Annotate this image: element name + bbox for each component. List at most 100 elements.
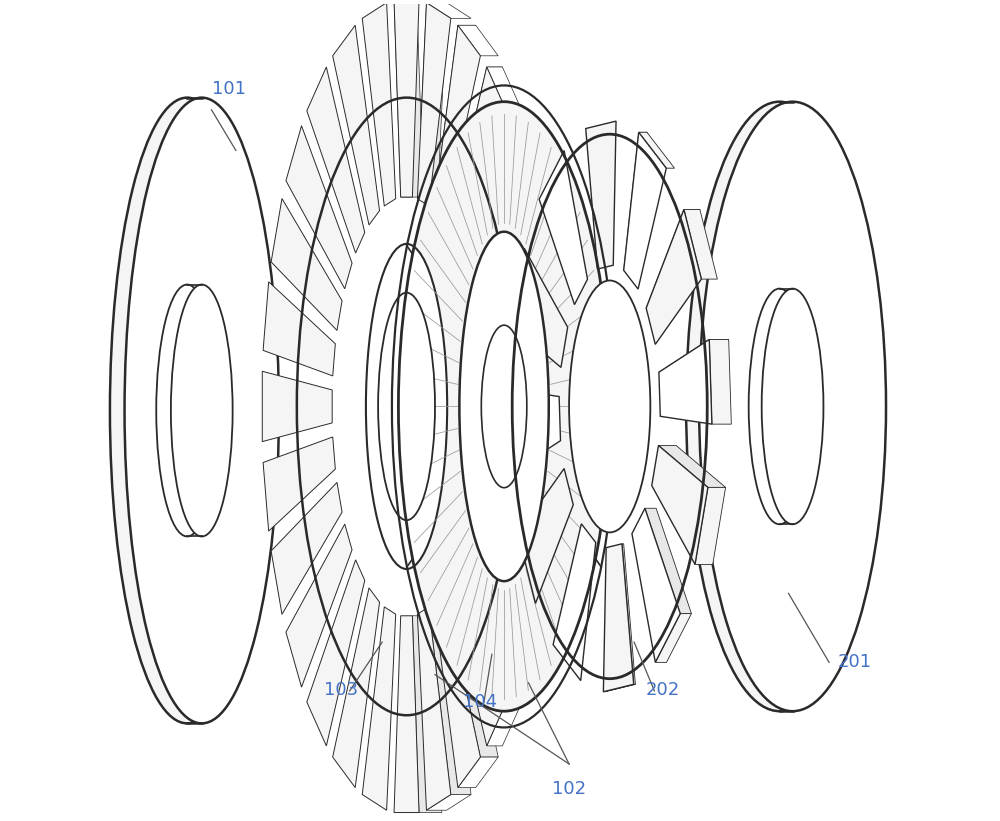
Ellipse shape (749, 289, 810, 525)
Polygon shape (646, 209, 700, 308)
Ellipse shape (110, 98, 264, 723)
Polygon shape (586, 122, 616, 269)
Polygon shape (286, 126, 352, 289)
Polygon shape (603, 685, 635, 692)
Polygon shape (481, 371, 551, 442)
Ellipse shape (762, 289, 823, 525)
Ellipse shape (378, 292, 435, 521)
Polygon shape (457, 560, 522, 702)
Polygon shape (398, 102, 610, 711)
Polygon shape (478, 282, 550, 376)
Ellipse shape (699, 102, 886, 711)
Polygon shape (417, 607, 451, 810)
Polygon shape (362, 607, 396, 810)
Polygon shape (531, 199, 554, 262)
Text: 103: 103 (324, 681, 359, 699)
Polygon shape (622, 544, 635, 685)
Polygon shape (512, 632, 541, 687)
Ellipse shape (125, 98, 279, 723)
Polygon shape (394, 0, 419, 197)
Polygon shape (652, 446, 708, 564)
Polygon shape (639, 132, 675, 168)
Polygon shape (624, 132, 647, 270)
Polygon shape (434, 588, 480, 787)
Polygon shape (508, 388, 561, 474)
Polygon shape (444, 588, 498, 757)
Polygon shape (487, 702, 522, 746)
Polygon shape (544, 462, 562, 531)
Polygon shape (426, 2, 471, 18)
Polygon shape (481, 371, 562, 390)
Polygon shape (307, 67, 365, 253)
Polygon shape (518, 469, 573, 603)
Polygon shape (471, 483, 542, 614)
Polygon shape (471, 199, 544, 300)
Polygon shape (624, 132, 666, 289)
Polygon shape (471, 199, 542, 330)
Polygon shape (659, 339, 712, 424)
Polygon shape (362, 2, 396, 206)
Polygon shape (262, 371, 332, 442)
Polygon shape (429, 607, 471, 795)
Polygon shape (632, 508, 680, 663)
Polygon shape (412, 616, 442, 813)
Text: 101: 101 (212, 80, 246, 98)
Polygon shape (655, 613, 691, 663)
Polygon shape (603, 544, 634, 692)
Text: 202: 202 (645, 681, 680, 699)
Polygon shape (512, 126, 541, 181)
Polygon shape (448, 67, 502, 232)
Polygon shape (709, 339, 731, 424)
Polygon shape (553, 524, 596, 681)
Ellipse shape (569, 281, 650, 532)
Text: 201: 201 (837, 653, 871, 671)
Polygon shape (695, 488, 726, 564)
Polygon shape (478, 437, 550, 531)
Polygon shape (434, 25, 476, 211)
Polygon shape (448, 560, 506, 746)
Ellipse shape (156, 285, 218, 536)
Polygon shape (461, 126, 525, 263)
Polygon shape (476, 483, 554, 551)
Polygon shape (417, 2, 447, 199)
Ellipse shape (686, 102, 873, 711)
Polygon shape (487, 67, 522, 111)
Polygon shape (263, 282, 335, 376)
Polygon shape (426, 795, 471, 810)
Polygon shape (512, 249, 568, 368)
Polygon shape (461, 126, 527, 289)
Polygon shape (333, 25, 380, 225)
Polygon shape (307, 560, 365, 746)
Polygon shape (646, 209, 701, 344)
Polygon shape (448, 67, 506, 253)
Polygon shape (478, 282, 556, 344)
Polygon shape (461, 524, 527, 687)
Ellipse shape (171, 285, 233, 536)
Polygon shape (458, 757, 498, 787)
Polygon shape (394, 616, 419, 813)
Polygon shape (263, 437, 335, 531)
Polygon shape (684, 209, 717, 279)
Polygon shape (645, 508, 691, 613)
Ellipse shape (481, 325, 527, 488)
Polygon shape (434, 25, 480, 225)
Polygon shape (271, 199, 342, 330)
Polygon shape (658, 446, 726, 488)
Polygon shape (480, 437, 562, 462)
Polygon shape (539, 150, 587, 305)
Polygon shape (458, 25, 498, 56)
Polygon shape (271, 483, 342, 614)
Polygon shape (394, 0, 423, 197)
Polygon shape (417, 2, 451, 206)
Text: 102: 102 (552, 780, 586, 798)
Polygon shape (333, 588, 380, 787)
Polygon shape (551, 371, 562, 442)
Text: 104: 104 (463, 693, 497, 711)
Ellipse shape (459, 232, 549, 581)
Ellipse shape (366, 244, 447, 569)
Polygon shape (659, 339, 729, 372)
Polygon shape (286, 524, 352, 687)
Polygon shape (531, 551, 554, 614)
Polygon shape (544, 282, 562, 351)
Polygon shape (468, 524, 541, 632)
